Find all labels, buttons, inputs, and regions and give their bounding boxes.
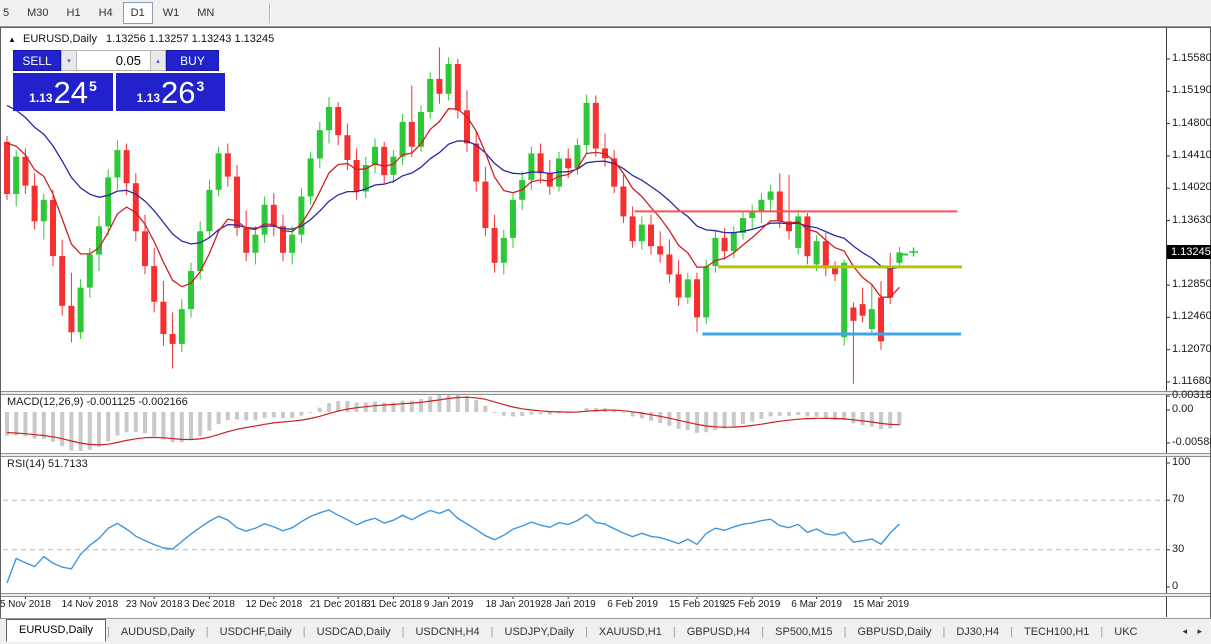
date-axis-label: 23 Nov 2018: [125, 599, 183, 610]
rsi-pane-splitter[interactable]: [1, 453, 1210, 457]
ask-price-pips: 3: [196, 78, 205, 94]
chart-tab-eurusd-daily[interactable]: EURUSD,Daily: [6, 619, 106, 642]
date-axis-label: 15 Mar 2019: [852, 599, 910, 610]
date-axis-label: 25 Feb 2019: [724, 599, 781, 610]
rsi-axis-label: 30: [1172, 542, 1185, 555]
chart-tab-tech100-h1[interactable]: TECH100,H1: [1023, 625, 1090, 638]
tab-separator: |: [302, 625, 306, 638]
timeframe-button-5[interactable]: 5: [3, 7, 10, 19]
rsi-axis-label: 0: [1172, 580, 1179, 592]
macd-axis-label: 0.00: [1172, 403, 1194, 415]
timeframe-button-m30[interactable]: M30: [27, 7, 49, 19]
ask-price-button[interactable]: 1.13 26 3: [116, 73, 225, 111]
price-axis-label: 1.12850: [1172, 278, 1211, 291]
timeframe-button-h4[interactable]: H4: [98, 7, 113, 19]
tab-separator: |: [843, 625, 847, 638]
bid-price-prefix: 1.13: [29, 91, 53, 105]
chart-tab-usdcad-daily[interactable]: USDCAD,Daily: [316, 625, 391, 638]
date-axis-label: 31 Dec 2018: [365, 599, 422, 610]
tab-separator: |: [1100, 625, 1104, 638]
chart-tab-gbpusd-h4[interactable]: GBPUSD,H4: [686, 625, 751, 638]
macd-indicator-label: MACD(12,26,9) -0.001125 -0.002166: [7, 396, 188, 408]
chart-title: ▲ EURUSD,Daily 1.13256 1.13257 1.13243 1…: [8, 33, 274, 45]
chart-tab-bar: EURUSD,Daily | AUDUSD,Daily | USDCHF,Daily | U…: [0, 618, 1211, 644]
date-axis-label: 3 Dec 2018: [183, 599, 235, 610]
volume-input[interactable]: [77, 50, 150, 71]
price-axis-label: 1.13630: [1172, 213, 1211, 226]
chart-tab-gbpusd-daily[interactable]: GBPUSD,Daily: [857, 625, 932, 638]
buy-button[interactable]: BUY: [166, 50, 219, 71]
bid-price-button[interactable]: 1.13 24 5: [13, 73, 113, 111]
price-axis-label: 1.15190: [1172, 84, 1211, 97]
price-axis-label: 1.12460: [1172, 310, 1211, 323]
date-axis-label: 15 Feb 2019: [668, 599, 726, 610]
bid-price-big: 24: [53, 75, 89, 110]
price-axis-divider: [1166, 28, 1167, 617]
macd-axis-label: -0.005889: [1172, 436, 1211, 448]
price-axis-label: 1.12070: [1172, 342, 1211, 355]
ask-price-big: 26: [161, 75, 196, 110]
chart-tab-usdcnh-h4[interactable]: USDCNH,H4: [415, 625, 480, 638]
tab-separator: |: [401, 625, 405, 638]
price-axis-label: 1.11680: [1172, 375, 1211, 387]
chart-symbol-label: EURUSD,Daily: [22, 33, 97, 45]
chart-tab-xauusd-h1[interactable]: XAUUSD,H1: [598, 625, 662, 638]
tab-separator: |: [585, 625, 588, 638]
tab-separator: |: [106, 625, 110, 638]
chart-quotes-label: 1.13256 1.13257 1.13243 1.13245: [106, 33, 275, 45]
date-axis-label: 9 Jan 2019: [423, 599, 474, 610]
tab-separator: |: [205, 625, 209, 638]
date-axis-label: 5 Nov 2018: [0, 599, 51, 610]
current-price-tag: 1.13245: [1167, 245, 1211, 260]
rsi-axis-label: 100: [1172, 456, 1191, 468]
price-axis-label: 1.14800: [1172, 116, 1211, 129]
timeframe-toolbar: 5 M30 H1 H4 D1 W1 MN: [0, 0, 1211, 27]
tab-separator: |: [761, 625, 765, 638]
date-axis-label: 6 Mar 2019: [791, 599, 842, 610]
chart-tab-ukc[interactable]: UKC: [1114, 625, 1138, 638]
rsi-axis-label: 70: [1172, 493, 1185, 506]
timeframe-button-w1[interactable]: W1: [162, 7, 180, 19]
macd-axis-label: 0.003188: [1172, 389, 1211, 401]
chart-tab-usdchf-daily[interactable]: USDCHF,Daily: [219, 625, 292, 638]
date-axis-label: 21 Dec 2018: [309, 599, 367, 610]
date-axis-label: 18 Jan 2019: [485, 599, 541, 610]
volume-decrease-button[interactable]: ▾: [61, 50, 77, 71]
tab-separator: |: [672, 625, 676, 638]
price-axis[interactable]: 1.15580 1.15190 1.14800 1.14410 1.14020 1.136…: [1167, 28, 1211, 595]
chart-tab-usdjpy-daily[interactable]: USDJPY,Daily: [504, 625, 575, 638]
tab-separator: |: [490, 625, 494, 638]
timeframe-button-mn[interactable]: MN: [197, 7, 215, 19]
ask-price-prefix: 1.13: [136, 91, 161, 105]
collapse-arrow-icon[interactable]: ▲: [8, 35, 16, 44]
chart-tab-dj30-h4[interactable]: DJ30,H4: [956, 625, 1000, 638]
chart-tab-sp500-m15[interactable]: SP500,M15: [775, 625, 833, 638]
date-axis-label: 6 Feb 2019: [607, 599, 658, 610]
rsi-indicator-label: RSI(14) 51.7133: [7, 458, 88, 470]
price-axis-label: 1.14410: [1172, 148, 1211, 161]
bid-price-pips: 5: [89, 78, 97, 94]
price-axis-label: 1.14020: [1172, 181, 1211, 194]
tab-separator: |: [942, 625, 946, 638]
toolbar-separator: [269, 3, 272, 23]
chart-window[interactable]: [0, 27, 1211, 644]
date-axis-label: 14 Nov 2018: [61, 599, 119, 610]
price-axis-label: 1.15580: [1172, 52, 1211, 64]
tab-scroll-arrows[interactable]: ◂ ▸: [1182, 626, 1206, 636]
tab-separator: |: [1010, 625, 1013, 638]
timeframe-button-h1[interactable]: H1: [66, 7, 81, 19]
date-axis-splitter: [1, 593, 1210, 597]
volume-increase-button[interactable]: ▴: [150, 50, 166, 71]
chart-tab-audusd-daily[interactable]: AUDUSD,Daily: [120, 625, 195, 638]
date-axis[interactable]: 5 Nov 2018 14 Nov 2018 23 Nov 2018 3 Dec 20…: [0, 597, 1166, 617]
timeframe-button-d1[interactable]: D1: [122, 2, 153, 24]
sell-button[interactable]: SELL: [13, 50, 61, 71]
macd-pane-splitter[interactable]: [1, 391, 1210, 395]
date-axis-label: 28 Jan 2019: [540, 599, 596, 610]
date-axis-label: 12 Dec 2018: [245, 599, 303, 610]
